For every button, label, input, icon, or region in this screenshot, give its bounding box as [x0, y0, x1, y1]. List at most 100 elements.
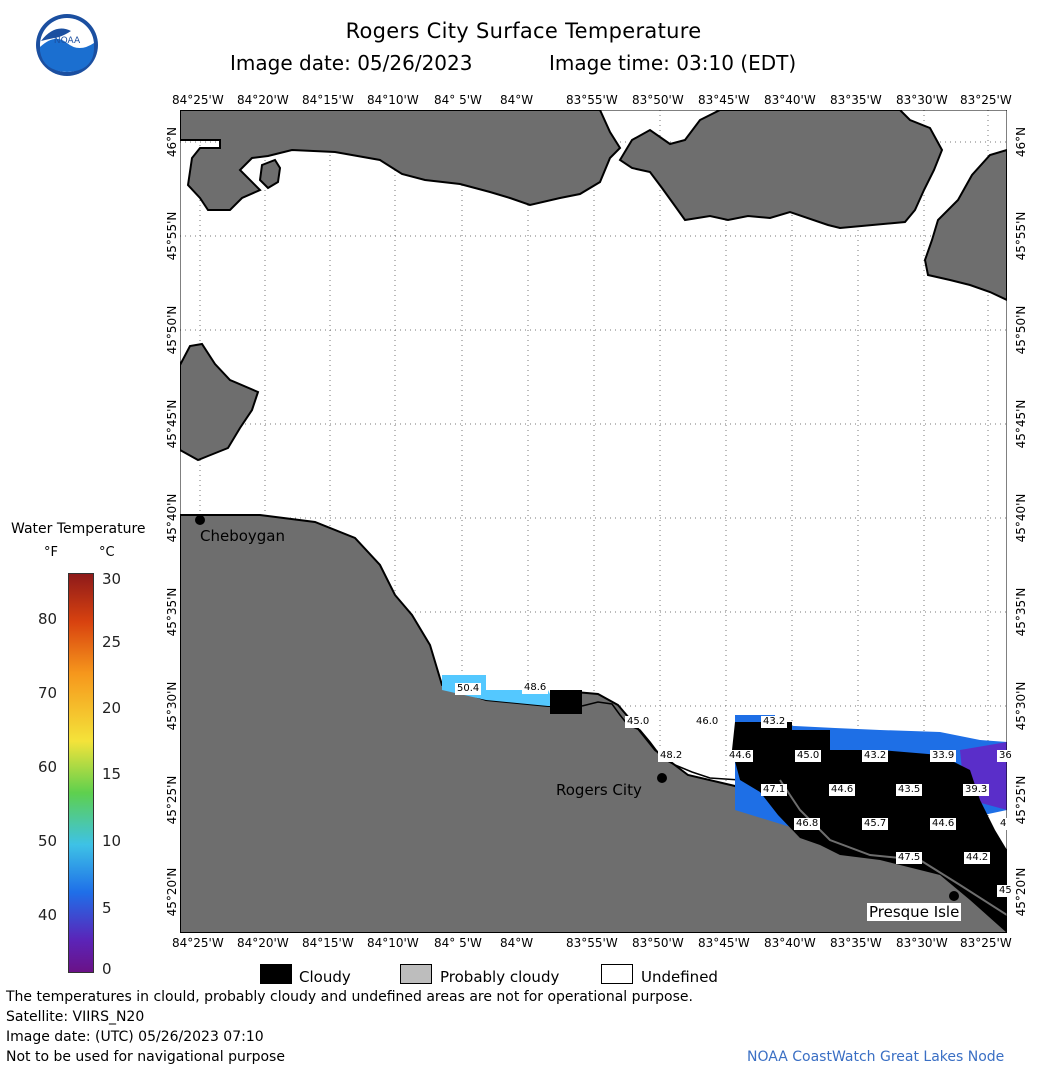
noaa-logo: NOAA	[36, 14, 98, 76]
temperature-label: 43.2	[761, 716, 788, 728]
lon-label-top: 84°20'W	[237, 93, 289, 107]
temperature-label: 33.9	[930, 750, 957, 762]
temperature-label: 43.2	[862, 750, 889, 762]
coastline-east	[779, 779, 1007, 916]
temperature-label: 48.6	[522, 682, 549, 694]
water-warm-strip	[442, 675, 575, 706]
lon-label-top: 83°55'W	[566, 93, 618, 107]
image-time: Image time: 03:10 (EDT)	[549, 51, 797, 75]
colorbar-f-tick: 50	[38, 832, 58, 850]
lon-label-bottom: 83°45'W	[698, 936, 750, 950]
rogers-city-marker	[657, 773, 667, 783]
lon-label-bottom: 83°50'W	[632, 936, 684, 950]
colorbar-f-tick: 80	[38, 610, 58, 628]
land-west-point	[180, 342, 260, 462]
legend-undefined-label: Undefined	[641, 968, 718, 986]
temperature-label: 45.0	[795, 750, 822, 762]
lat-label-left: 45°40'N	[165, 493, 179, 543]
lon-label-top: 83°30'W	[896, 93, 948, 107]
lat-label-left: 45°20'N	[165, 867, 179, 917]
temperature-label: 44.2	[964, 852, 991, 864]
lat-label-right: 45°50'N	[1014, 305, 1028, 355]
temperature-label: 39.3	[963, 784, 990, 796]
lat-label-left: 45°50'N	[165, 305, 179, 355]
colorbar	[68, 573, 94, 973]
lon-label-top: 83°40'W	[764, 93, 816, 107]
lat-label-left: 45°55'N	[165, 211, 179, 261]
footer-utc-date: Image date: (UTC) 05/26/2023 07:10	[6, 1029, 264, 1045]
legend-cloudy-label: Cloudy	[299, 968, 351, 986]
lon-label-top: 83°35'W	[830, 93, 882, 107]
lon-label-bottom: 84°W	[500, 936, 534, 950]
footer-navigation: Not to be used for navigational purpose	[6, 1049, 285, 1065]
footer-note: The temperatures in clould, probably clo…	[6, 989, 693, 1005]
land-north-right	[618, 110, 944, 230]
lon-label-top: 84°15'W	[302, 93, 354, 107]
temperature-label: 47.1	[761, 784, 788, 796]
page-title: Rogers City Surface Temperature	[345, 19, 702, 43]
map	[180, 110, 1007, 933]
lat-label-left: 45°25'N	[165, 775, 179, 825]
lon-label-bottom: 84°20'W	[237, 936, 289, 950]
colorbar-c-tick: 15	[102, 765, 122, 783]
lon-label-bottom: 84°25'W	[172, 936, 224, 950]
colorbar-c-tick: 0	[102, 960, 112, 978]
temperature-label: 4	[998, 818, 1009, 830]
temperature-label: 46.8	[794, 818, 821, 830]
presque-isle-marker	[949, 891, 959, 901]
colorbar-c-tick: 10	[102, 832, 122, 850]
land-north-left	[180, 110, 622, 211]
lat-label-left: 45°45'N	[165, 399, 179, 449]
footer-satellite: Satellite: VIIRS_N20	[6, 1009, 145, 1025]
cheboygan-marker	[195, 515, 205, 525]
lat-label-right: 45°25'N	[1014, 775, 1028, 825]
colorbar-unit-c: °C	[99, 545, 115, 560]
lat-label-right: 45°55'N	[1014, 211, 1028, 261]
lat-label-left: 45°30'N	[165, 681, 179, 731]
legend-undefined-swatch	[601, 964, 633, 984]
colorbar-unit-f: °F	[44, 545, 58, 560]
lon-label-top: 83°50'W	[632, 93, 684, 107]
temperature-label: 44.6	[829, 784, 856, 796]
cloud-block-west	[550, 690, 582, 714]
lon-label-top: 84°10'W	[367, 93, 419, 107]
colorbar-f-tick: 40	[38, 906, 58, 924]
lon-label-bottom: 83°55'W	[566, 936, 618, 950]
lon-label-bottom: 84° 5'W	[434, 936, 482, 950]
place-rogers-city: Rogers City	[556, 781, 642, 799]
legend-probably-cloudy-swatch	[400, 964, 432, 984]
legend-probably-cloudy-label: Probably cloudy	[440, 968, 560, 986]
colorbar-f-tick: 70	[38, 684, 58, 702]
lon-label-top: 83°45'W	[698, 93, 750, 107]
footer-credit: NOAA CoastWatch Great Lakes Node	[747, 1049, 1005, 1065]
lat-label-right: 45°35'N	[1014, 587, 1028, 637]
temperature-label: 45	[997, 885, 1014, 897]
lon-label-bottom: 84°10'W	[367, 936, 419, 950]
temperature-label: 44.6	[727, 750, 754, 762]
lon-label-top: 84° 5'W	[434, 93, 482, 107]
temperature-label: 46.0	[694, 716, 721, 728]
image-date: Image date: 05/26/2023	[230, 51, 473, 75]
lat-label-left: 46°N	[165, 126, 179, 158]
lon-label-top: 84°25'W	[172, 93, 224, 107]
colorbar-f-tick: 60	[38, 758, 58, 776]
colorbar-c-tick: 5	[102, 899, 112, 917]
logo-text: NOAA	[54, 36, 81, 46]
lon-label-bottom: 83°25'W	[960, 936, 1012, 950]
place-cheboygan: Cheboygan	[200, 527, 286, 545]
temperature-label: 43.5	[896, 784, 923, 796]
temperature-label: 36	[997, 750, 1014, 762]
temperature-label: 45.0	[625, 716, 652, 728]
lat-label-right: 45°20'N	[1014, 867, 1028, 917]
temperature-label: 45.7	[862, 818, 889, 830]
lon-label-bottom: 84°15'W	[302, 936, 354, 950]
temperature-label: 50.4	[455, 683, 482, 695]
colorbar-title: Water Temperature	[11, 521, 146, 537]
colorbar-c-tick: 25	[102, 633, 122, 651]
lat-label-left: 45°35'N	[165, 587, 179, 637]
lon-label-bottom: 83°35'W	[830, 936, 882, 950]
lon-label-bottom: 83°40'W	[764, 936, 816, 950]
colorbar-c-tick: 30	[102, 570, 122, 588]
lat-label-right: 45°30'N	[1014, 681, 1028, 731]
lon-label-bottom: 83°30'W	[896, 936, 948, 950]
